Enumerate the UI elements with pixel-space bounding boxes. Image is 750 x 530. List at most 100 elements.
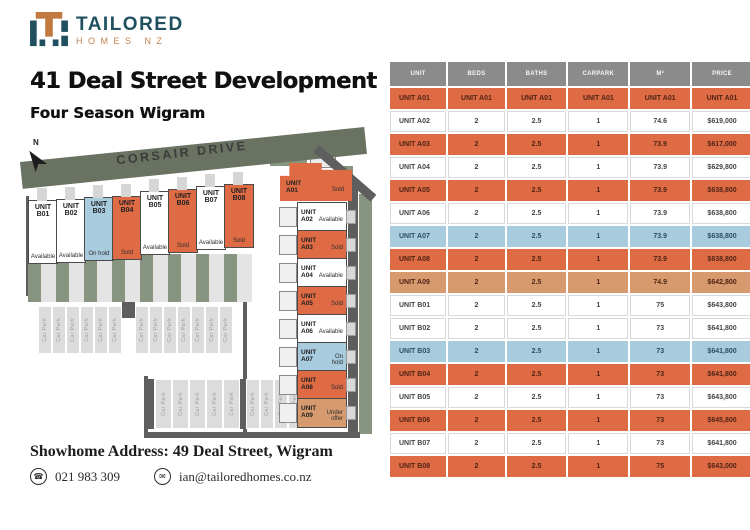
carpark-stall: Car Park — [172, 379, 189, 429]
carpark-stall: Car Park — [94, 306, 108, 354]
table-cell: 2.5 — [506, 295, 567, 316]
driveway-stub — [37, 188, 47, 201]
table-cell: 1 — [568, 180, 629, 201]
price-table: UNIT BEDS BATHS CARPARK M² PRICE UNIT A01 UNIT… — [390, 62, 750, 479]
table-cell: UNIT A06 — [390, 203, 447, 224]
porch-stub — [346, 238, 356, 252]
page-subtitle: Four Season Wigram — [30, 104, 206, 122]
carpark-stall: Car Park — [38, 306, 52, 354]
table-cell: UNIT A07 — [390, 226, 447, 247]
carpark-stall: Car Park — [135, 306, 149, 354]
unit-status: Sold — [330, 301, 343, 307]
unit-label: UNIT B04 — [118, 200, 136, 215]
table-cell: 73.9 — [630, 134, 691, 155]
unit-label: UNIT A03 — [301, 237, 317, 251]
yard-lawn — [112, 254, 125, 302]
table-cell: 74.9 — [630, 272, 691, 293]
table-row: UNIT B07 2 2.5 1 73 $641,800 — [390, 433, 750, 454]
table-row: UNIT A04 2 2.5 1 73.9 $629,800 — [390, 157, 750, 178]
table-cell: $642,800 — [692, 272, 750, 293]
yard-patio — [97, 254, 112, 302]
table-row: UNIT A08 2 2.5 1 73.9 $638,800 — [390, 249, 750, 270]
yard-patio — [181, 254, 196, 302]
table-cell: $643,800 — [692, 295, 750, 316]
carpark-stall: Car Park — [246, 379, 260, 429]
carpark-stall-label: Car Park — [209, 318, 215, 342]
unit-label: UNIT B07 — [202, 190, 220, 205]
table-cell: UNIT A02 — [390, 111, 447, 132]
table-cell: 1 — [568, 295, 629, 316]
porch-stub — [346, 378, 356, 392]
table-cell: 1 — [568, 272, 629, 293]
unit-status: Sold — [176, 243, 189, 249]
unit-unit-a09: UNIT A09 Under offer — [279, 398, 356, 428]
carpark-stall-label: Car Park — [194, 392, 201, 416]
table-cell: 1 — [568, 433, 629, 454]
unit-label: UNIT A09 — [301, 405, 317, 419]
unit-status: Sold — [330, 245, 343, 251]
yard-patio — [125, 254, 140, 302]
table-cell: $617,000 — [692, 134, 750, 155]
table-cell: 2.5 — [506, 364, 567, 385]
phone-number[interactable]: 021 983 309 — [55, 468, 120, 484]
table-cell: 2 — [448, 157, 505, 178]
table-cell: 2 — [448, 456, 505, 477]
unit-label: UNIT B05 — [146, 195, 164, 210]
carpark-stall-label: Car Park — [139, 318, 145, 342]
carpark-stall-label: Car Park — [181, 318, 187, 342]
table-cell: 1 — [568, 157, 629, 178]
north-arrow-icon — [29, 150, 48, 173]
table-cell: 2.5 — [506, 456, 567, 477]
driveway-stub — [93, 185, 103, 198]
carpark-stall: Car Park — [149, 306, 163, 354]
driveway-stub — [65, 187, 75, 200]
yard-patio — [69, 254, 84, 302]
table-cell: 2.5 — [506, 226, 567, 247]
phone-contact[interactable]: ☎ 021 983 309 — [30, 468, 120, 485]
table-cell: UNIT B05 — [390, 387, 447, 408]
table-row: UNIT B04 2 2.5 1 73 $641,800 — [390, 364, 750, 385]
yard-lawn — [56, 254, 69, 302]
showhome-address: Showhome Address: 49 Deal Street, Wigram — [30, 443, 333, 460]
unit-label: UNIT A04 — [301, 265, 317, 279]
carpark-stall: Car Park — [260, 379, 274, 429]
driveway-stub — [149, 179, 159, 192]
table-row: UNIT B03 2 2.5 1 73 $641,800 — [390, 341, 750, 362]
table-cell: 2 — [448, 180, 505, 201]
carpark-stall: Car Park — [189, 379, 206, 429]
table-cell: 2 — [448, 433, 505, 454]
table-cell: 1 — [568, 410, 629, 431]
unit-unit-b01: UNIT B01 Available — [28, 188, 58, 264]
table-cell: 73.9 — [630, 203, 691, 224]
email-address[interactable]: ian@tailoredhomes.co.nz — [179, 468, 312, 484]
carpark-stall-label: Car Park — [42, 318, 48, 342]
table-cell: UNIT A01 — [692, 88, 750, 109]
table-cell: 73 — [630, 387, 691, 408]
brand-logo: TAILORED HOMES NZ — [30, 12, 184, 48]
table-cell: 73 — [630, 318, 691, 339]
table-cell: $638,800 — [692, 226, 750, 247]
table-cell: $641,800 — [692, 433, 750, 454]
boundary-bottom — [144, 432, 360, 438]
carpark-stall: Car Park — [206, 379, 223, 429]
column-header-3: CARPARK — [568, 62, 629, 86]
porch-stub — [346, 210, 356, 224]
table-cell: UNIT A09 — [390, 272, 447, 293]
table-head: UNIT BEDS BATHS CARPARK M² PRICE — [390, 62, 750, 86]
table-cell: UNIT A03 — [390, 134, 447, 155]
table-cell: 1 — [568, 226, 629, 247]
site-plan: N CORSAIR DRIVE UNIT B01 Available UNIT B0… — [18, 127, 378, 442]
table-cell: UNIT B08 — [390, 456, 447, 477]
unit-unit-b03: UNIT B03 On hold — [84, 185, 114, 261]
carpark-stall: Car Park — [80, 306, 94, 354]
unit-status: Available — [30, 254, 56, 260]
column-header-2: BATHS — [506, 62, 567, 86]
unit-label: UNIT B03 — [90, 201, 108, 216]
carpark-stall-label: Car Park — [56, 318, 62, 342]
unit-unit-a03: UNIT A03 Sold — [279, 230, 356, 260]
email-contact[interactable]: ✉ ian@tailoredhomes.co.nz — [154, 468, 312, 485]
porch-stub — [346, 266, 356, 280]
carpark-fence — [243, 302, 247, 434]
table-cell: 2.5 — [506, 157, 567, 178]
